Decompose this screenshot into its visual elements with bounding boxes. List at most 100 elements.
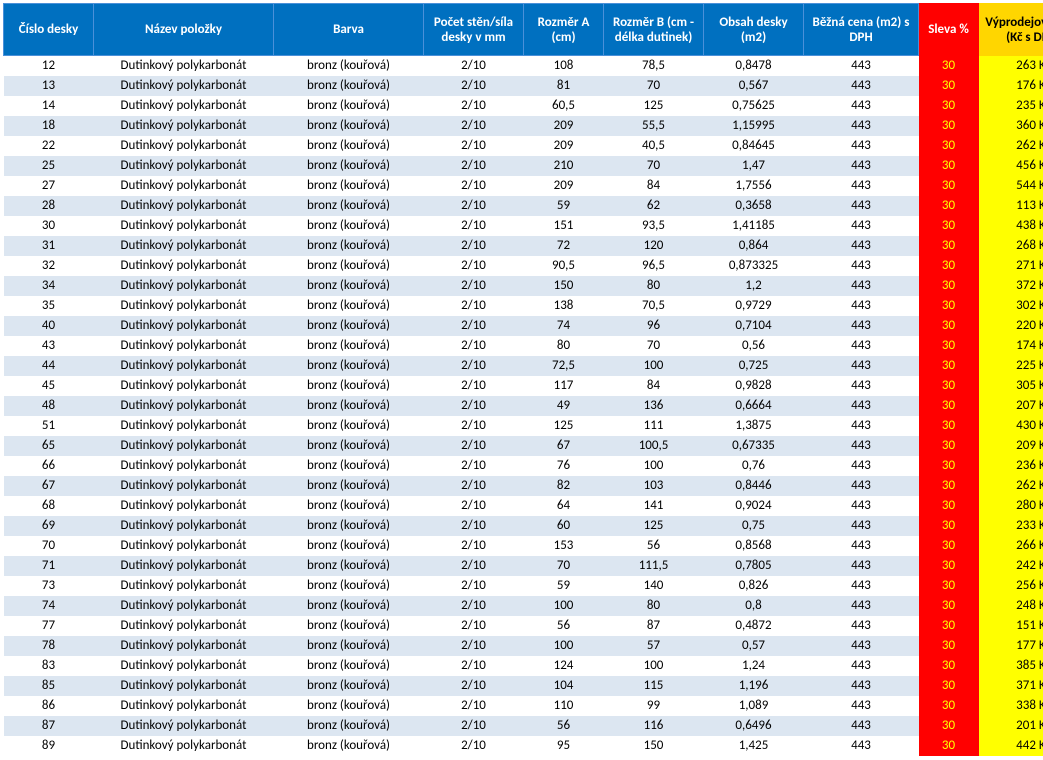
- cell-nazev: Dutinkový polykarbonát: [94, 276, 274, 296]
- cell-obsah: 0,7104: [704, 316, 804, 336]
- cell-rozA: 74: [524, 316, 604, 336]
- cell-vypr: 302 Kč: [979, 296, 1043, 316]
- cell-barva: bronz (kouřová): [274, 56, 424, 76]
- col-header-vypr: Výprodejová cena (Kč s DPH): [979, 4, 1043, 56]
- cell-sleva: 30: [919, 396, 979, 416]
- cell-rozB: 100,5: [604, 436, 704, 456]
- cell-vypr: 220 Kč: [979, 316, 1043, 336]
- table-row: 34Dutinkový polykarbonátbronz (kouřová)2…: [4, 276, 1043, 296]
- cell-rozB: 87: [604, 616, 704, 636]
- col-header-rozB: Rozměr B (cm - délka dutinek): [604, 4, 704, 56]
- cell-rozB: 150: [604, 736, 704, 756]
- cell-sleva: 30: [919, 716, 979, 736]
- cell-vypr: 248 Kč: [979, 596, 1043, 616]
- cell-cislo: 34: [4, 276, 94, 296]
- cell-sleva: 30: [919, 376, 979, 396]
- cell-barva: bronz (kouřová): [274, 176, 424, 196]
- cell-cislo: 67: [4, 476, 94, 496]
- cell-barva: bronz (kouřová): [274, 216, 424, 236]
- cell-steny: 2/10: [424, 436, 524, 456]
- cell-barva: bronz (kouřová): [274, 696, 424, 716]
- cell-sleva: 30: [919, 296, 979, 316]
- cell-cena: 443: [804, 376, 919, 396]
- cell-cena: 443: [804, 216, 919, 236]
- cell-obsah: 0,76: [704, 456, 804, 476]
- cell-vypr: 360 Kč: [979, 116, 1043, 136]
- cell-nazev: Dutinkový polykarbonát: [94, 436, 274, 456]
- cell-cena: 443: [804, 476, 919, 496]
- cell-nazev: Dutinkový polykarbonát: [94, 356, 274, 376]
- cell-cislo: 14: [4, 96, 94, 116]
- cell-vypr: 262 Kč: [979, 136, 1043, 156]
- cell-obsah: 0,873325: [704, 256, 804, 276]
- table-row: 30Dutinkový polykarbonátbronz (kouřová)2…: [4, 216, 1043, 236]
- table-row: 87Dutinkový polykarbonátbronz (kouřová)2…: [4, 716, 1043, 736]
- cell-cena: 443: [804, 256, 919, 276]
- cell-rozA: 210: [524, 156, 604, 176]
- cell-nazev: Dutinkový polykarbonát: [94, 216, 274, 236]
- table-row: 13Dutinkový polykarbonátbronz (kouřová)2…: [4, 76, 1043, 96]
- table-row: 85Dutinkový polykarbonátbronz (kouřová)2…: [4, 676, 1043, 696]
- cell-barva: bronz (kouřová): [274, 316, 424, 336]
- cell-cena: 443: [804, 176, 919, 196]
- table-row: 22Dutinkový polykarbonátbronz (kouřová)2…: [4, 136, 1043, 156]
- table-row: 25Dutinkový polykarbonátbronz (kouřová)2…: [4, 156, 1043, 176]
- cell-barva: bronz (kouřová): [274, 116, 424, 136]
- cell-rozA: 56: [524, 616, 604, 636]
- cell-vypr: 372 Kč: [979, 276, 1043, 296]
- cell-obsah: 1,41185: [704, 216, 804, 236]
- col-header-rozA: Rozměr A (cm): [524, 4, 604, 56]
- cell-obsah: 0,9024: [704, 496, 804, 516]
- cell-cena: 443: [804, 196, 919, 216]
- cell-rozB: 111,5: [604, 556, 704, 576]
- table-row: 65Dutinkový polykarbonátbronz (kouřová)2…: [4, 436, 1043, 456]
- cell-barva: bronz (kouřová): [274, 356, 424, 376]
- cell-cislo: 31: [4, 236, 94, 256]
- cell-steny: 2/10: [424, 716, 524, 736]
- cell-steny: 2/10: [424, 356, 524, 376]
- cell-vypr: 268 Kč: [979, 236, 1043, 256]
- cell-sleva: 30: [919, 436, 979, 456]
- cell-obsah: 0,67335: [704, 436, 804, 456]
- cell-barva: bronz (kouřová): [274, 96, 424, 116]
- cell-steny: 2/10: [424, 296, 524, 316]
- cell-barva: bronz (kouřová): [274, 536, 424, 556]
- table-row: 27Dutinkový polykarbonátbronz (kouřová)2…: [4, 176, 1043, 196]
- cell-sleva: 30: [919, 656, 979, 676]
- cell-nazev: Dutinkový polykarbonát: [94, 676, 274, 696]
- cell-cislo: 68: [4, 496, 94, 516]
- cell-steny: 2/10: [424, 556, 524, 576]
- col-header-steny: Počet stěn/síla desky v mm: [424, 4, 524, 56]
- cell-rozA: 209: [524, 176, 604, 196]
- cell-cislo: 83: [4, 656, 94, 676]
- cell-vypr: 113 Kč: [979, 196, 1043, 216]
- cell-sleva: 30: [919, 556, 979, 576]
- cell-sleva: 30: [919, 136, 979, 156]
- cell-cena: 443: [804, 316, 919, 336]
- header-row: Číslo desky Název položky Barva Počet st…: [4, 4, 1043, 56]
- table-row: 73Dutinkový polykarbonátbronz (kouřová)2…: [4, 576, 1043, 596]
- cell-sleva: 30: [919, 456, 979, 476]
- cell-barva: bronz (kouřová): [274, 196, 424, 216]
- cell-rozB: 70: [604, 156, 704, 176]
- cell-sleva: 30: [919, 176, 979, 196]
- cell-cena: 443: [804, 56, 919, 76]
- cell-rozA: 138: [524, 296, 604, 316]
- cell-obsah: 0,6664: [704, 396, 804, 416]
- cell-rozA: 125: [524, 416, 604, 436]
- cell-rozA: 100: [524, 596, 604, 616]
- cell-barva: bronz (kouřová): [274, 556, 424, 576]
- cell-barva: bronz (kouřová): [274, 376, 424, 396]
- cell-steny: 2/10: [424, 276, 524, 296]
- cell-steny: 2/10: [424, 316, 524, 336]
- cell-vypr: 242 Kč: [979, 556, 1043, 576]
- cell-steny: 2/10: [424, 256, 524, 276]
- table-row: 14Dutinkový polykarbonátbronz (kouřová)2…: [4, 96, 1043, 116]
- cell-vypr: 305 Kč: [979, 376, 1043, 396]
- cell-sleva: 30: [919, 496, 979, 516]
- cell-vypr: 442 Kč: [979, 736, 1043, 756]
- cell-rozB: 80: [604, 276, 704, 296]
- cell-obsah: 0,567: [704, 76, 804, 96]
- cell-steny: 2/10: [424, 196, 524, 216]
- cell-cislo: 43: [4, 336, 94, 356]
